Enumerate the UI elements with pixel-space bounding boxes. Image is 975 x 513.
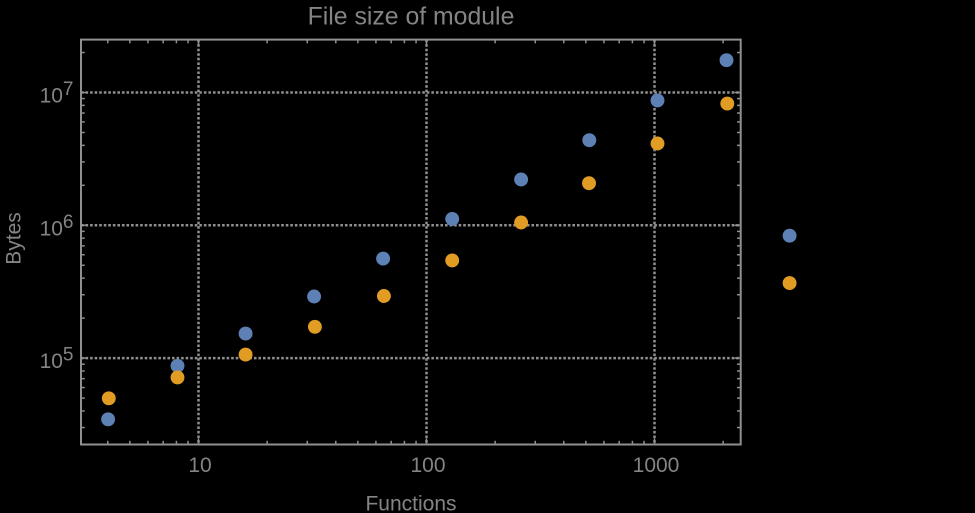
svg-text:File size of module: File size of module [308, 4, 515, 31]
svg-text:100: 100 [410, 454, 445, 477]
svg-text:Bytes: Bytes [3, 212, 26, 265]
svg-text:1000: 1000 [633, 454, 680, 477]
svg-text:10: 10 [188, 454, 211, 477]
svg-text:Functions: Functions [365, 493, 456, 513]
